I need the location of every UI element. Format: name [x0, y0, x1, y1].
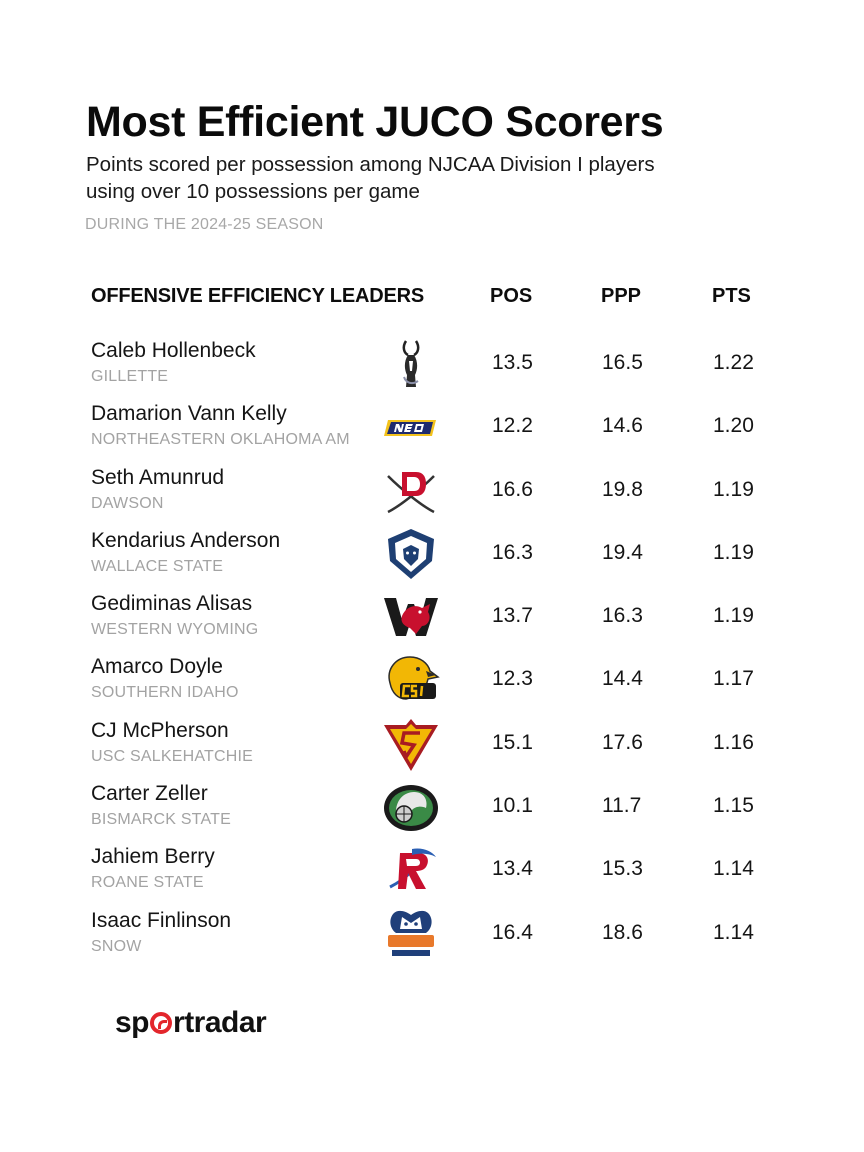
player-team: GILLETTE	[91, 368, 169, 385]
pos-value: 12.2	[492, 414, 533, 438]
pos-value: 16.4	[492, 920, 533, 944]
leaders-table: Caleb Hollenbeck GILLETTE 13.5 16.5 1.22…	[0, 335, 864, 968]
pts-value: 1.14	[713, 857, 754, 881]
table-row: Seth Amunrud DAWSON 16.6 19.8 1.19	[0, 462, 864, 525]
pts-value: 1.20	[713, 414, 754, 438]
pos-value: 13.5	[492, 351, 533, 374]
player-name: Amarco Doyle	[91, 655, 223, 679]
page-subtitle: Points scored per possession among NJCAA…	[86, 151, 786, 205]
ppp-value: 19.8	[602, 477, 643, 501]
table-row: Carter Zeller BISMARCK STATE 10.1 11.7 1…	[0, 778, 864, 841]
player-name: Isaac Finlinson	[91, 908, 232, 932]
player-team: USC SALKEHATCHIE	[91, 747, 254, 765]
table-row: CJ McPherson USC SALKEHATCHIE 15.1 17.6 …	[0, 715, 864, 778]
pos-value: 12.3	[492, 667, 533, 691]
gillette-pronghorn-logo	[382, 337, 440, 391]
brand-prefix: sp	[115, 1006, 150, 1039]
western-wyoming-mustang-logo	[382, 590, 440, 644]
sportradar-o-icon	[150, 1012, 173, 1034]
roane-raider-logo	[382, 843, 440, 897]
header-label: OFFENSIVE EFFICIENCY LEADERS	[91, 285, 424, 307]
player-team: DAWSON	[91, 494, 164, 512]
table-row: Damarion Vann Kelly NORTHEASTERN OKLAHOM…	[0, 398, 864, 461]
header-pos: POS	[490, 285, 533, 307]
table-header: OFFENSIVE EFFICIENCY LEADERS POS PPP PTS	[0, 285, 864, 311]
pts-value: 1.19	[713, 477, 754, 501]
pts-value: 1.16	[713, 730, 754, 754]
pos-value: 16.3	[492, 540, 533, 564]
pos-value: 16.6	[492, 477, 533, 501]
table-row: Amarco Doyle SOUTHERN IDAHO 12.3 14.4 1.…	[0, 651, 864, 714]
csi-eagle-logo	[382, 653, 440, 707]
page-title: Most Efficient JUCO Scorers	[86, 98, 664, 146]
pts-value: 1.17	[713, 667, 754, 691]
header-pts: PTS	[712, 285, 751, 307]
salkehatchie-shield-logo	[382, 717, 440, 771]
ppp-value: 16.5	[602, 351, 643, 374]
pts-value: 1.15	[713, 794, 754, 818]
player-name: Seth Amunrud	[91, 465, 225, 489]
table-row: Gediminas Alisas WESTERN WYOMING 13.7 16…	[0, 588, 864, 651]
player-name: Caleb Hollenbeck	[91, 339, 256, 362]
ppp-value: 17.6	[602, 730, 643, 754]
pos-value: 13.7	[492, 604, 533, 628]
pts-value: 1.19	[713, 604, 754, 628]
ppp-value: 16.3	[602, 604, 643, 628]
ppp-value: 18.6	[602, 920, 643, 944]
player-team: WALLACE STATE	[91, 557, 224, 575]
pos-value: 15.1	[492, 730, 533, 754]
subtitle-line-1: Points scored per possession among NJCAA…	[86, 153, 655, 176]
player-team: NORTHEASTERN OKLAHOMA AM	[91, 431, 350, 449]
dawson-buccaneer-logo	[382, 464, 440, 518]
player-team: SNOW	[91, 937, 142, 955]
sportradar-logo: sp rtradar	[115, 1006, 355, 1046]
table-row: Kendarius Anderson WALLACE STATE 16.3 19…	[0, 525, 864, 588]
player-team: BISMARCK STATE	[91, 811, 232, 829]
table-row: Isaac Finlinson SNOW 16.4 18.6 1.14	[0, 905, 864, 968]
player-name: Gediminas Alisas	[91, 592, 253, 616]
subtitle-line-2: using over 10 possessions per game	[86, 180, 420, 203]
ppp-value: 14.4	[602, 667, 643, 691]
ppp-value: 15.3	[602, 857, 643, 881]
player-team: ROANE STATE	[91, 874, 204, 892]
ppp-value: 14.6	[602, 414, 643, 438]
player-name: Carter Zeller	[91, 782, 208, 806]
season-note: DURING THE 2024-25 SEASON	[85, 216, 324, 233]
table-row: Jahiem Berry ROANE STATE 13.4 15.3 1.14	[0, 841, 864, 904]
player-name: Kendarius Anderson	[91, 528, 281, 552]
pts-value: 1.22	[713, 351, 754, 374]
brand-suffix: rtradar	[173, 1006, 267, 1039]
player-name: CJ McPherson	[91, 718, 229, 742]
ppp-value: 19.4	[602, 540, 643, 564]
player-team: WESTERN WYOMING	[91, 621, 259, 639]
neo-logo	[382, 400, 440, 454]
player-team: SOUTHERN IDAHO	[91, 684, 239, 702]
table-row: Caleb Hollenbeck GILLETTE 13.5 16.5 1.22	[0, 335, 864, 398]
ppp-value: 11.7	[602, 794, 642, 818]
pos-value: 13.4	[492, 857, 533, 881]
wallace-lion-logo	[382, 527, 440, 581]
bismarck-mystic-logo	[382, 780, 440, 834]
snow-badger-logo	[382, 907, 440, 961]
player-name: Jahiem Berry	[91, 845, 215, 869]
pts-value: 1.19	[713, 540, 754, 564]
pts-value: 1.14	[713, 920, 754, 944]
pos-value: 10.1	[492, 794, 533, 818]
header-ppp: PPP	[601, 285, 642, 307]
player-name: Damarion Vann Kelly	[91, 402, 287, 426]
